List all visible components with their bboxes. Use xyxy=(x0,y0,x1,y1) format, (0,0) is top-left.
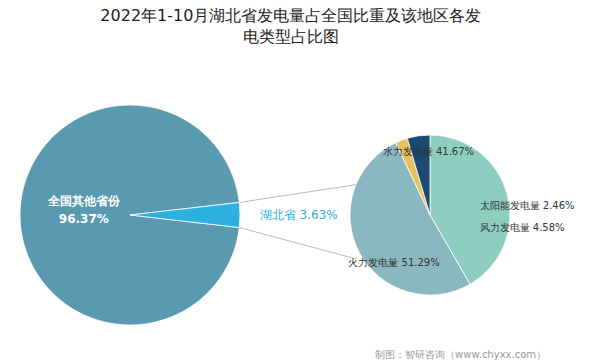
text-line: 全国其他省份 xyxy=(47,194,121,208)
data-label: 水力发电量 41.67% xyxy=(383,146,474,157)
pie xyxy=(350,135,510,295)
data-label: 风力发电量 4.58% xyxy=(480,222,565,233)
connectors xyxy=(239,185,356,259)
text-line: 2022年1-10月湖北省发电量占全国比重及该地区各发 xyxy=(100,6,481,25)
data-label: 全国其他省份 96.37% xyxy=(47,194,121,226)
connector-line xyxy=(239,228,356,259)
text-line: 太阳能发电量 2.46% xyxy=(480,199,575,210)
text-line: 电类型占比图 xyxy=(243,27,339,46)
text-line: 水力发电量 41.67% xyxy=(383,146,474,157)
text-line: 96.37% xyxy=(59,212,109,226)
chart: 全国其他省份 96.37% 湖北省 3.63% 2022年1-10月湖北省发电量占全国… xyxy=(0,0,606,364)
data-label: 湖北省 3.63% xyxy=(260,208,338,222)
data-label: 火力发电量 51.29% xyxy=(348,257,439,268)
text-line: 风力发电量 4.58% xyxy=(480,222,565,233)
pie xyxy=(20,105,240,325)
text-line: 火力发电量 51.29% xyxy=(348,257,439,268)
connector-line xyxy=(239,185,356,203)
pie-slice xyxy=(20,105,239,325)
text-line: 湖北省 3.63% xyxy=(260,208,338,222)
data-label: 太阳能发电量 2.46% xyxy=(480,199,575,210)
footer: 制图：智研咨询（www.chyxx.com） xyxy=(375,349,546,360)
title: 2022年1-10月湖北省发电量占全国比重及该地区各发电类型占比图 xyxy=(100,6,481,46)
pie-slice xyxy=(130,202,240,227)
